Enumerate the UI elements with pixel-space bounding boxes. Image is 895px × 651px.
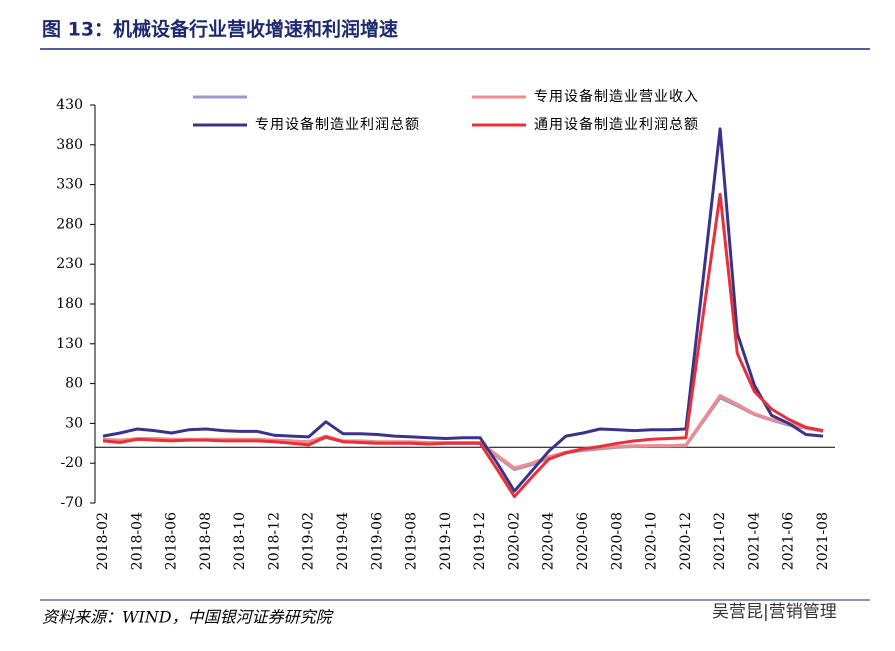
- x-tick-label: 2018-02: [95, 512, 111, 570]
- line-series: [102, 396, 824, 472]
- y-tick-label: -70: [60, 495, 83, 511]
- line-series: [102, 192, 824, 499]
- x-tick-label: 2018-08: [198, 512, 214, 570]
- x-tick-label: 2019-08: [404, 512, 420, 570]
- y-tick-label: 80: [65, 376, 83, 392]
- x-tick-label: 2018-06: [164, 512, 180, 570]
- y-tick-label: 430: [56, 97, 83, 113]
- watermark: 吴营昆|营销管理: [712, 602, 837, 622]
- y-tick-label: 280: [56, 216, 83, 232]
- line-series: [102, 127, 824, 493]
- x-tick-label: 2020-06: [575, 512, 591, 570]
- legend-label: 专用设备制造业利润总额: [255, 116, 420, 133]
- y-tick-label: -20: [60, 455, 83, 471]
- x-tick-label: 2018-10: [232, 512, 248, 570]
- y-tick-label: 380: [56, 137, 83, 153]
- x-tick-label: 2021-08: [815, 512, 831, 570]
- x-tick-label: 2021-06: [781, 512, 797, 570]
- x-tick-label: 2019-06: [369, 512, 385, 570]
- x-tick-label: 2021-04: [746, 512, 762, 570]
- chart-title: 图 13：机械设备行业营收增速和利润增速: [42, 18, 398, 41]
- y-tick-label: 180: [56, 296, 83, 312]
- x-tick-label: 2019-02: [301, 512, 317, 570]
- source: 资料来源：WIND，中国银河证券研究院: [42, 608, 335, 627]
- x-tick-label: 2018-04: [129, 512, 145, 570]
- legend-label: 通用设备制造业利润总额: [534, 116, 699, 133]
- x-tick-label: 2020-10: [644, 512, 660, 570]
- y-tick-label: 230: [56, 256, 83, 272]
- x-tick-label: 2020-08: [609, 512, 625, 570]
- x-tick-label: 2019-10: [438, 512, 454, 570]
- y-tick-label: 130: [56, 336, 83, 352]
- y-tick-label: 30: [65, 415, 83, 431]
- x-tick-label: 2018-12: [266, 512, 282, 570]
- x-tick-label: 2020-02: [506, 512, 522, 570]
- x-tick-label: 2021-02: [712, 512, 728, 570]
- x-tick-label: 2020-12: [678, 512, 694, 570]
- x-tick-label: 2019-04: [335, 512, 351, 570]
- x-tick-label: 2019-12: [472, 512, 488, 570]
- legend-label: 专用设备制造业营业收入: [534, 88, 699, 105]
- y-tick-label: 330: [56, 177, 83, 193]
- x-tick-label: 2020-04: [541, 512, 557, 570]
